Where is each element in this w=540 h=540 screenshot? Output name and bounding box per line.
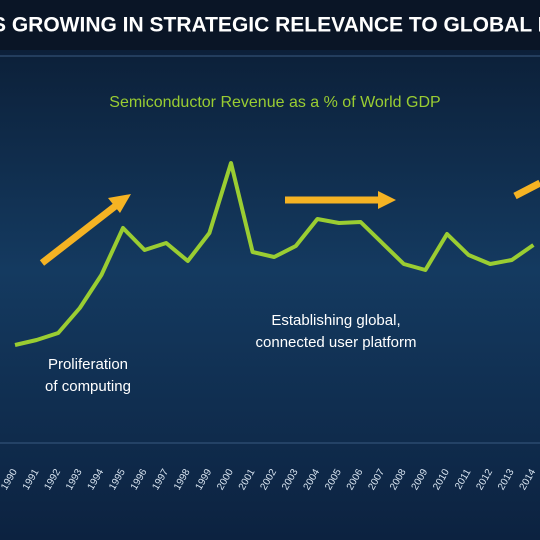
arrow-head (378, 191, 396, 209)
annotation: connected user platform (256, 334, 417, 351)
line-series (14, 161, 535, 347)
chart-title: Semiconductor Revenue as a % of World GD… (109, 94, 440, 111)
annotation: of computing (45, 378, 131, 395)
annotation: Establishing global, (271, 312, 400, 329)
heading: S GROWING IN STRATEGIC RELEVANCE TO GLOB… (0, 14, 540, 37)
arrow (39, 201, 121, 266)
annotation: Proliferation (48, 356, 128, 373)
arrows (39, 179, 540, 266)
arrow (513, 179, 540, 200)
header-band (0, 0, 540, 50)
arrow-head (108, 194, 131, 213)
